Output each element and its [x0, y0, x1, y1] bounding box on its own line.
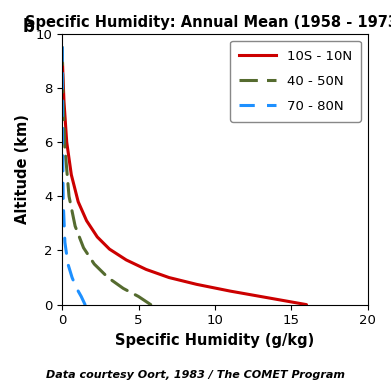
- Text: b: b: [22, 18, 34, 36]
- Legend: 10S - 10N, 40 - 50N, 70 - 80N: 10S - 10N, 40 - 50N, 70 - 80N: [230, 40, 361, 122]
- Y-axis label: Altitude (km): Altitude (km): [15, 114, 30, 224]
- X-axis label: Specific Humidity (g/kg): Specific Humidity (g/kg): [115, 333, 314, 348]
- Title: Specific Humidity: Annual Mean (1958 - 1973): Specific Humidity: Annual Mean (1958 - 1…: [25, 15, 391, 30]
- Text: Data courtesy Oort, 1983 / The COMET Program: Data courtesy Oort, 1983 / The COMET Pro…: [46, 370, 345, 380]
